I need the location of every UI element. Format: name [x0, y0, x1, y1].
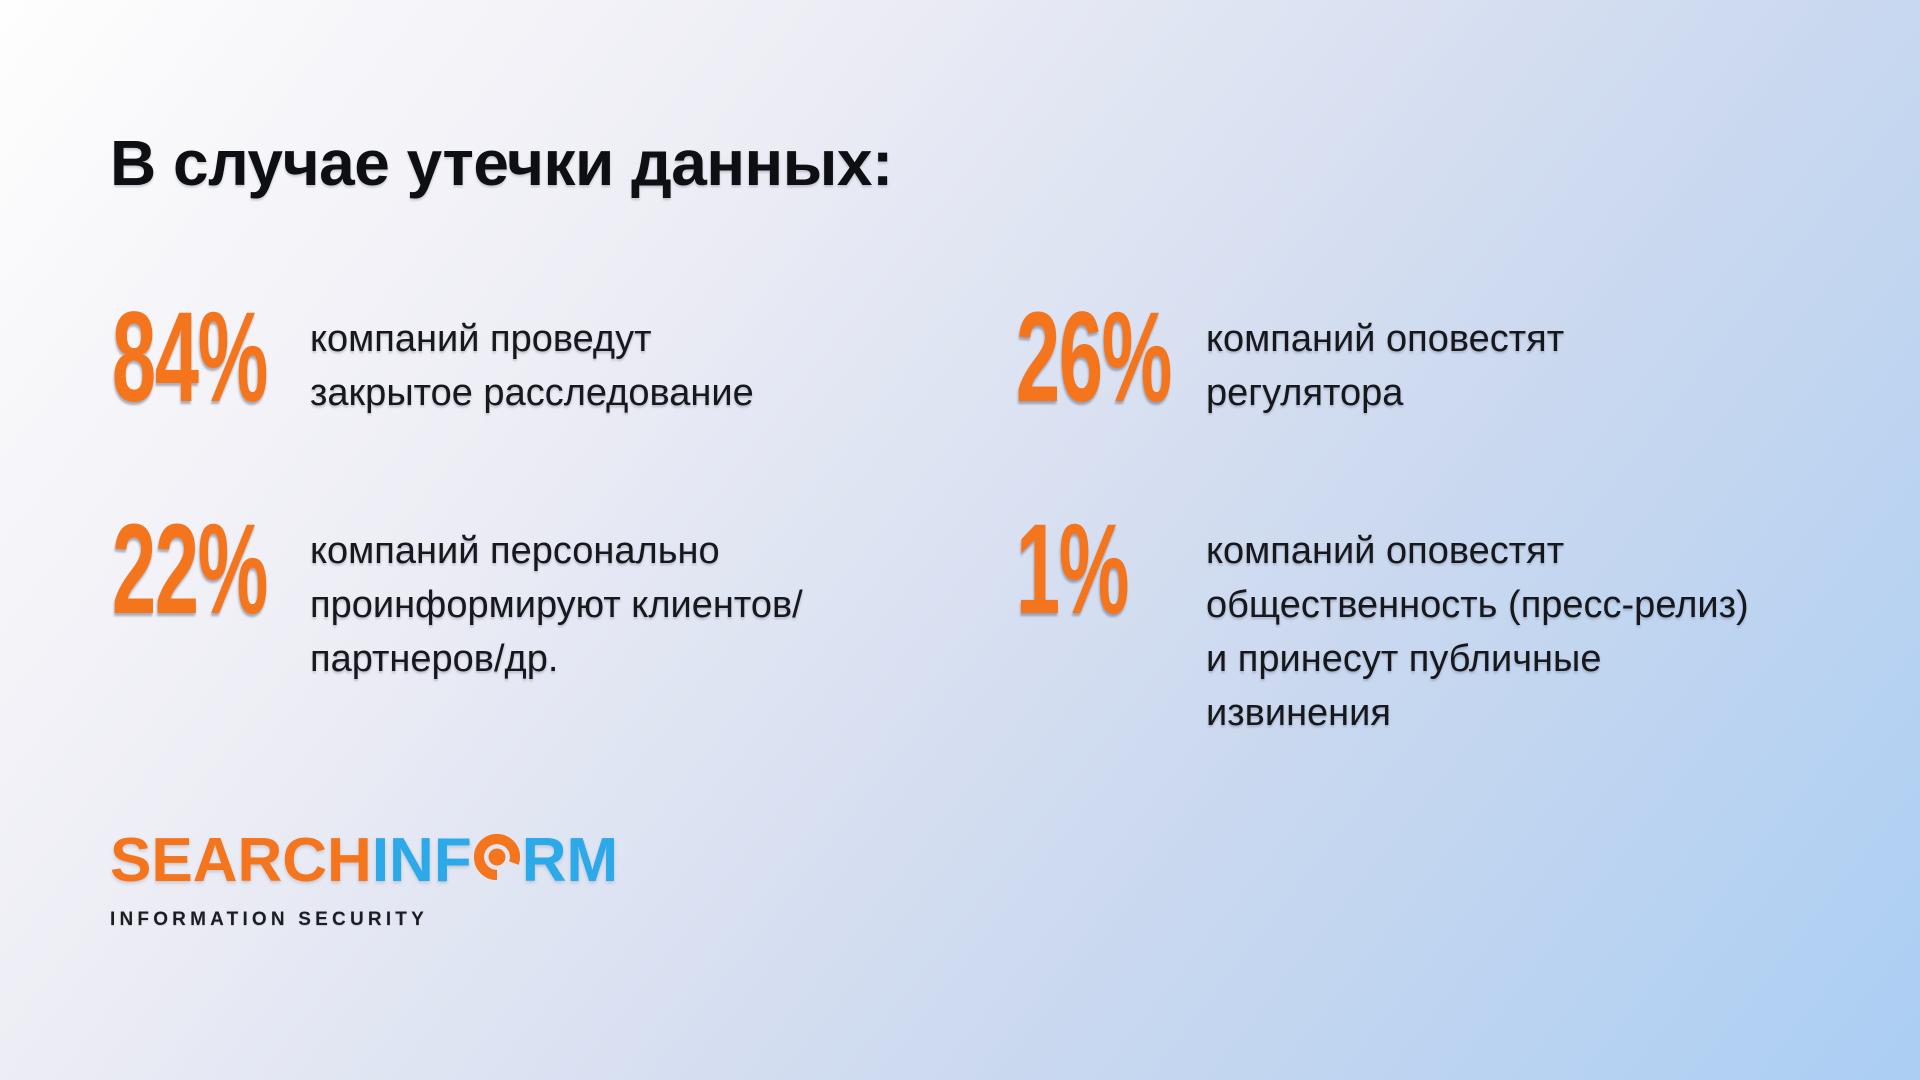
stat-value: 1%: [1016, 498, 1129, 641]
logo-word-inf: INF: [371, 826, 472, 895]
searchinform-logo: SEARCHINF RM INFORMATION SECURITY: [110, 830, 618, 931]
stat-notify-regulator: 26% компаний оповестят регулятора: [1016, 286, 1565, 429]
stat-description: компаний оповестят регулятора: [1206, 318, 1565, 414]
stat-description: компаний оповестят общественность (пресс…: [1206, 530, 1749, 734]
stat-value-wrap: 22%: [112, 498, 310, 641]
stat-description: компаний проведут закрытое расследование: [310, 318, 754, 414]
stat-closed-investigation: 84% компаний проведут закрытое расследов…: [112, 286, 754, 429]
stat-value-wrap: 84%: [112, 286, 310, 429]
logo-word-rm: RM: [521, 826, 619, 895]
stat-value: 26%: [1016, 286, 1172, 429]
logo-wordmark: SEARCHINF RM: [110, 830, 618, 892]
stat-inform-clients: 22% компаний персонально проинформируют …: [112, 498, 803, 686]
stat-value: 84%: [112, 286, 268, 429]
page-title: В случае утечки данных:: [110, 127, 893, 199]
logo-tagline: INFORMATION SECURITY: [110, 909, 428, 930]
logo-word-search: SEARCH: [110, 826, 372, 895]
stat-value: 22%: [112, 498, 268, 641]
logo-o-target-icon: [473, 830, 521, 881]
stat-value-wrap: 26%: [1016, 286, 1206, 429]
stat-value-wrap: 1%: [1016, 498, 1206, 641]
stat-description: компаний персонально проинформируют клие…: [310, 530, 803, 680]
stat-public-apology: 1% компаний оповестят общественность (пр…: [1016, 498, 1749, 740]
